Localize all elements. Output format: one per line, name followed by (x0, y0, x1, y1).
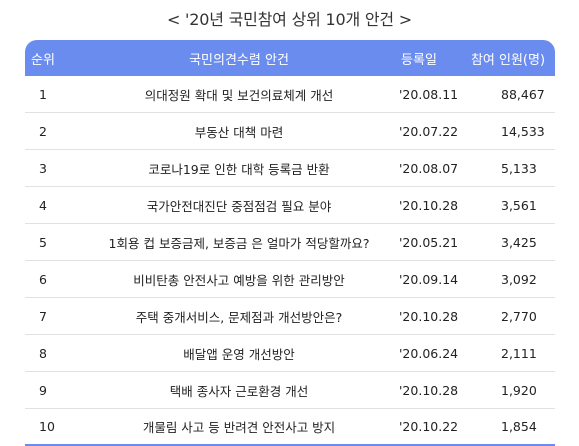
cell-rank: 7 (39, 308, 47, 324)
cell-rank: 8 (39, 345, 47, 361)
cell-count: 1,854 (501, 419, 537, 434)
cell-agenda: 주택 중개서비스, 문제점과 개선방안은? (135, 309, 343, 325)
cell-agenda: 택배 종사자 근로환경 개선 (169, 383, 309, 399)
cell-date: '20.10.28 (399, 197, 459, 213)
cell-date: '20.08.07 (399, 160, 459, 176)
cell-count: 3,092 (501, 271, 537, 287)
cell-rank: 10 (39, 419, 55, 434)
cell-date: '20.10.28 (399, 308, 459, 324)
cell-count: 88,467 (501, 86, 545, 102)
table-row: 9 택배 종사자 근로환경 개선 '20.10.28 1,920 (25, 372, 555, 409)
cell-date: '20.05.21 (399, 234, 459, 250)
table-row: 1 의대정원 확대 및 보건의료체계 개선 '20.08.11 88,467 (25, 76, 555, 113)
cell-agenda: 부동산 대책 마련 (194, 124, 284, 140)
cell-rank: 2 (39, 123, 47, 139)
cell-date: '20.10.22 (399, 419, 459, 434)
table-row: 6 비비탄총 안전사고 예방을 위한 관리방안 '20.09.14 3,092 (25, 261, 555, 298)
cell-count: 3,425 (501, 234, 537, 250)
cell-count: 14,533 (501, 123, 545, 139)
table-row: 5 1회용 컵 보증금제, 보증금 은 얼마가 적당할까요? '20.05.21… (25, 224, 555, 261)
table-row: 4 국가안전대진단 중점점검 필요 분야 '20.10.28 3,561 (25, 187, 555, 224)
cell-agenda: 의대정원 확대 및 보건의료체계 개선 (144, 87, 334, 103)
header-date: 등록일 (401, 52, 437, 68)
cell-agenda: 배달앱 운영 개선방안 (183, 346, 295, 362)
header-count: 참여 인원(명) (470, 52, 546, 68)
cell-agenda: 개물림 사고 등 반려견 안전사고 방지 (142, 420, 336, 435)
cell-date: '20.08.11 (399, 86, 459, 102)
cell-agenda: 코로나19로 인한 대학 등록금 반환 (148, 161, 330, 177)
cell-count: 3,561 (501, 197, 537, 213)
cell-rank: 1 (39, 86, 47, 102)
cell-count: 2,111 (501, 345, 537, 361)
cell-date: '20.06.24 (399, 345, 459, 361)
cell-rank: 6 (39, 271, 47, 287)
table-row: 2 부동산 대책 마련 '20.07.22 14,533 (25, 113, 555, 150)
cell-agenda: 1회용 컵 보증금제, 보증금 은 얼마가 적당할까요? (108, 235, 370, 251)
cell-date: '20.07.22 (399, 123, 459, 139)
cell-rank: 3 (39, 160, 47, 176)
table-title: < '20년 국민참여 상위 10개 안건 > (166, 10, 413, 29)
header-agenda: 국민의견수렴 안건 (189, 52, 289, 68)
cell-count: 5,133 (501, 160, 537, 176)
table-row: 3 코로나19로 인한 대학 등록금 반환 '20.08.07 5,133 (25, 150, 555, 187)
cell-rank: 9 (39, 382, 47, 398)
cell-date: '20.10.28 (399, 382, 459, 398)
cell-rank: 4 (39, 197, 47, 213)
cell-date: '20.09.14 (399, 271, 459, 287)
table-header: 순위 국민의견수렴 안건 등록일 참여 인원(명) (25, 40, 555, 76)
cell-rank: 5 (39, 234, 47, 250)
cell-agenda: 비비탄총 안전사고 예방을 위한 관리방안 (133, 272, 345, 288)
cell-agenda: 국가안전대진단 중점점검 필요 분야 (146, 198, 332, 214)
table-row: 7 주택 중개서비스, 문제점과 개선방안은? '20.10.28 2,770 (25, 298, 555, 335)
table-row: 10 개물림 사고 등 반려견 안전사고 방지 '20.10.22 1,854 (25, 409, 555, 446)
table-row: 8 배달앱 운영 개선방안 '20.06.24 2,111 (25, 335, 555, 372)
header-rank: 순위 (31, 52, 55, 68)
ranking-table: 순위 국민의견수렴 안건 등록일 참여 인원(명) 1 의대정원 확대 및 보건… (25, 40, 555, 446)
cell-count: 1,920 (501, 382, 537, 398)
cell-count: 2,770 (501, 308, 537, 324)
